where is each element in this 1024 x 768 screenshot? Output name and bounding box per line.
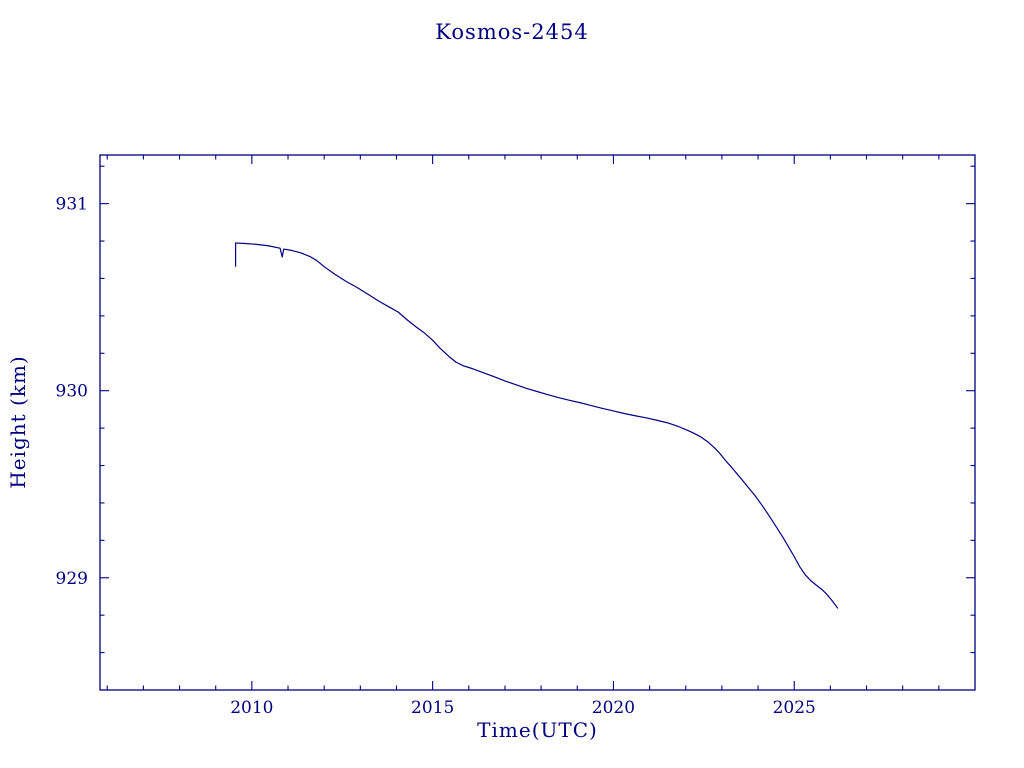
x-tick-label: 2020 [592,698,635,718]
y-tick-label: 929 [56,569,88,589]
x-tick-label: 2025 [773,698,816,718]
x-tick-label: 2015 [411,698,454,718]
plot-frame [99,154,976,691]
chart-title: Kosmos-2454 [435,20,589,44]
x-tick-label: 2010 [230,698,273,718]
y-tick-label: 930 [56,382,88,402]
x-axis-label: Time(UTC) [477,718,598,742]
y-tick-label: 931 [56,195,88,215]
data-line-orbit-height [234,242,839,609]
